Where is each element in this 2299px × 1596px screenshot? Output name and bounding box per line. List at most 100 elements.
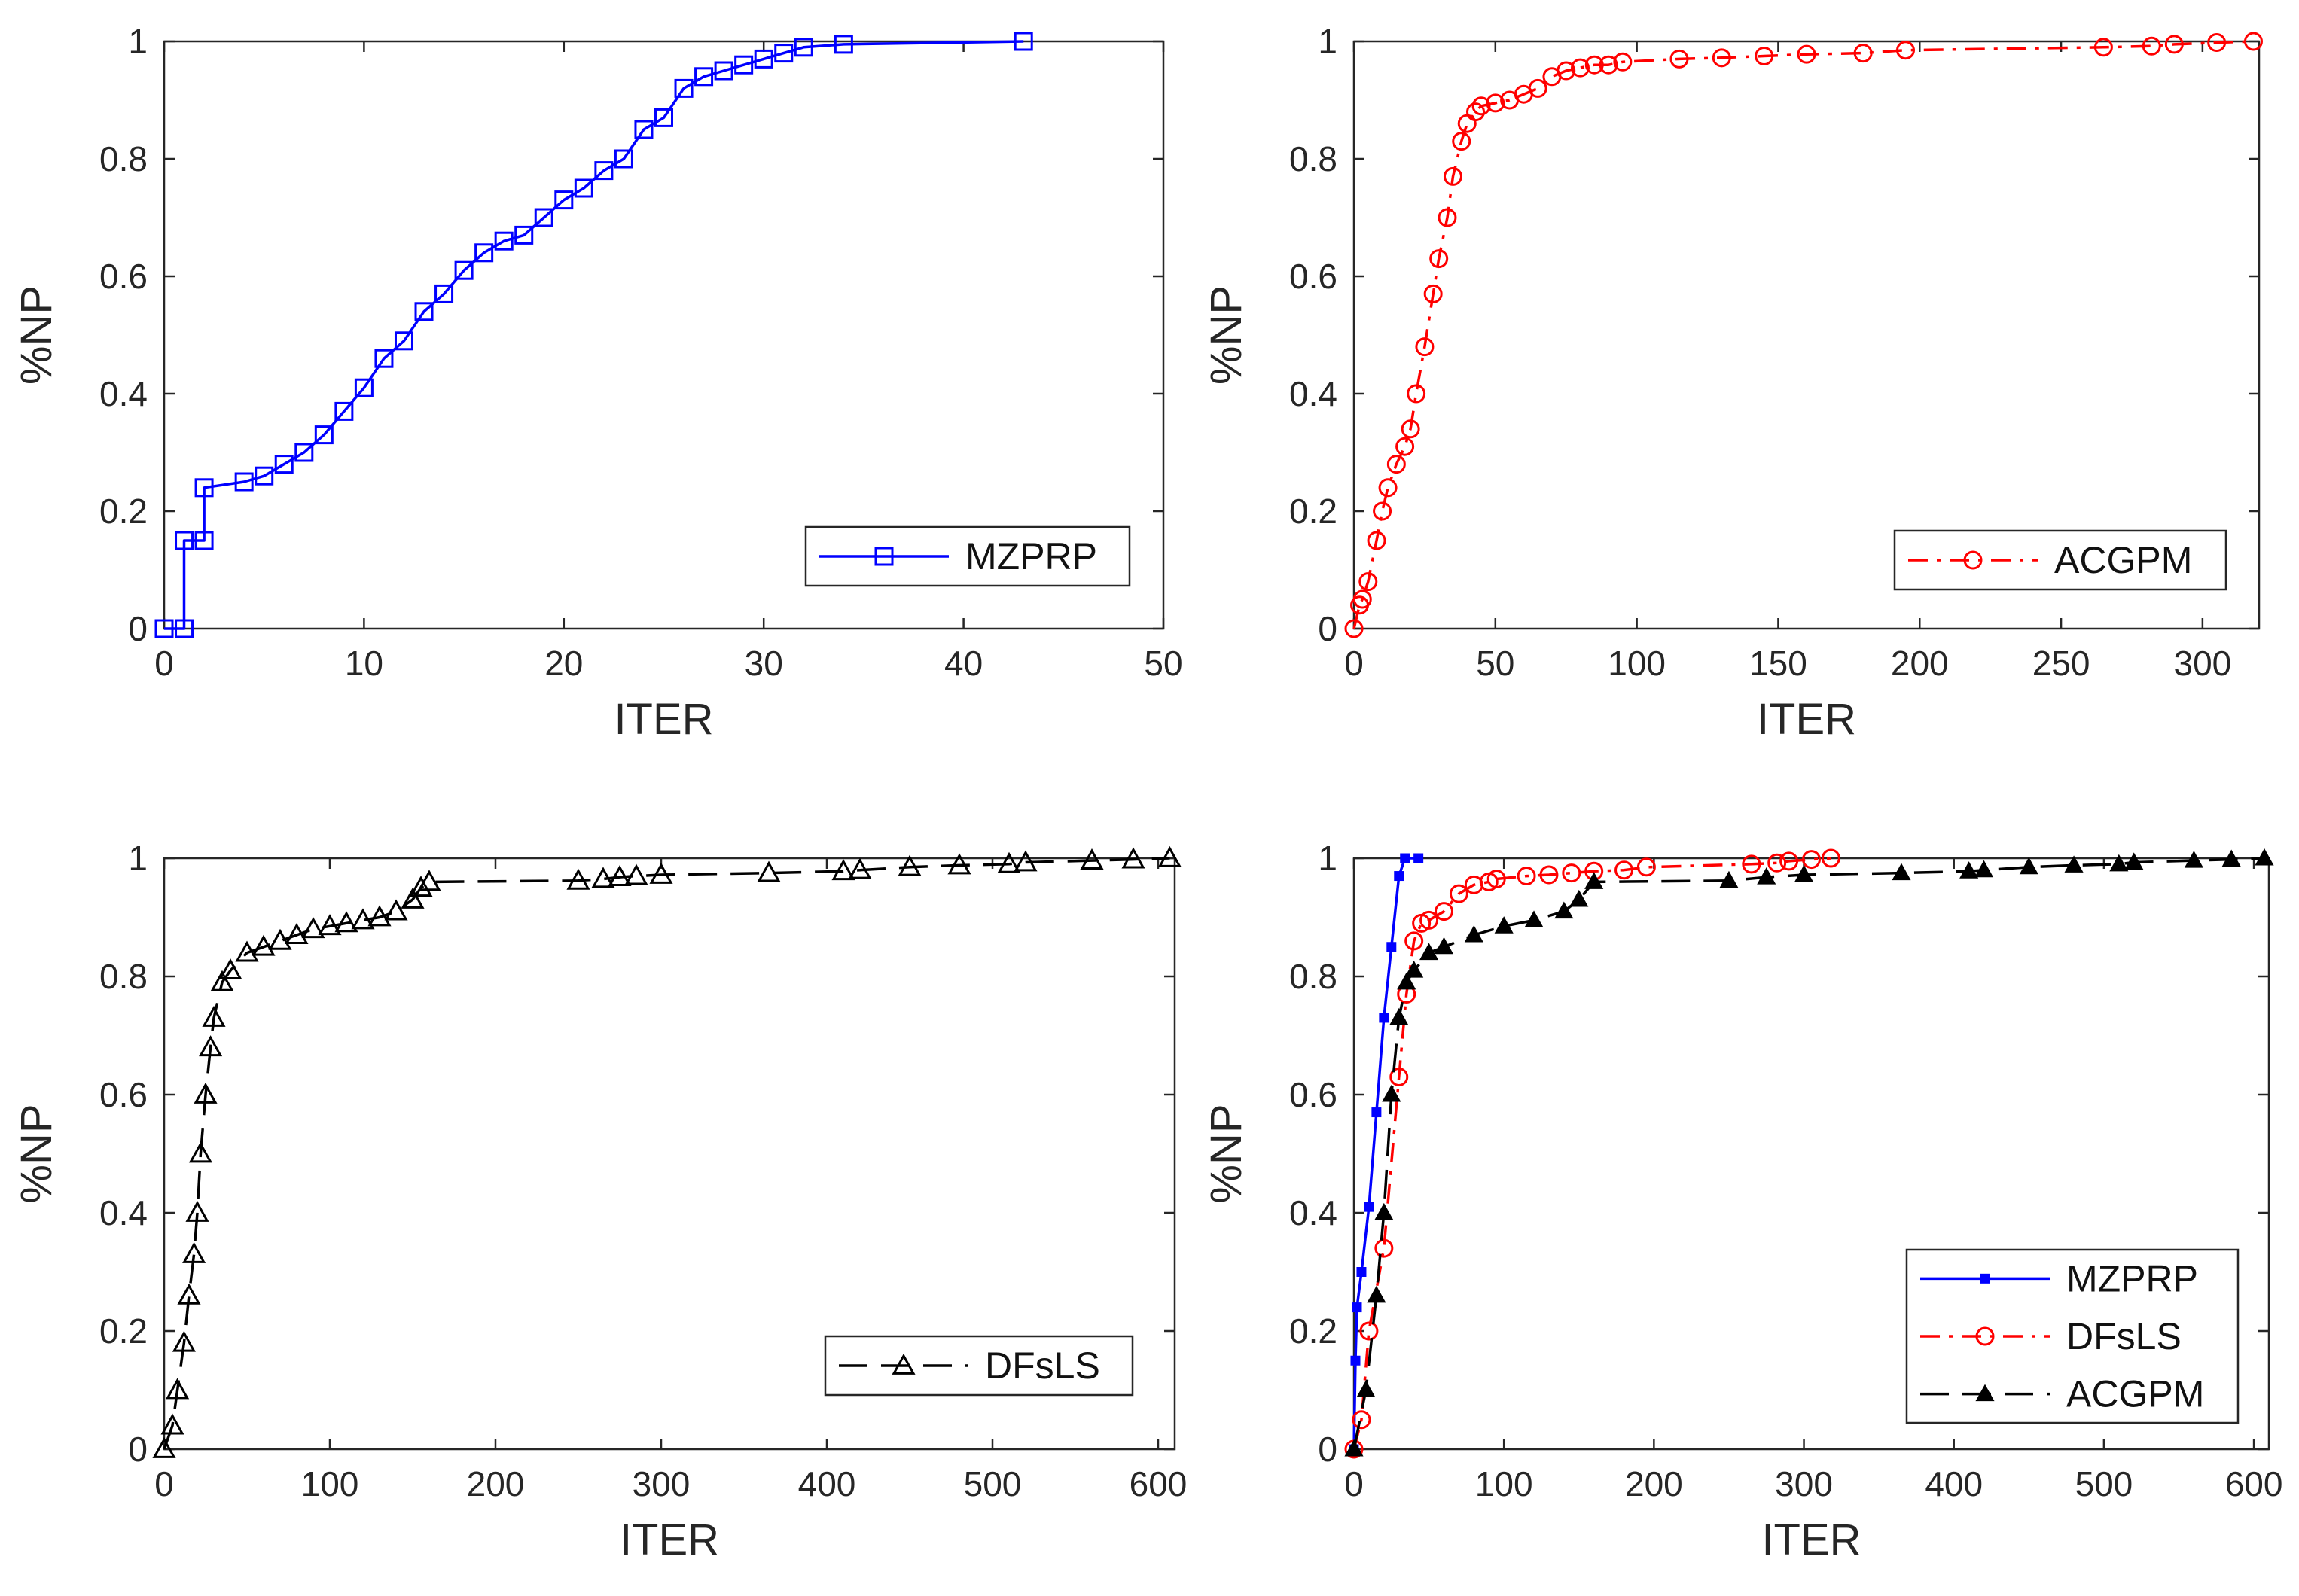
data-point <box>175 619 194 638</box>
y-tick-label: 0.2 <box>1289 1311 1337 1351</box>
data-point <box>1802 850 1821 870</box>
data-point <box>1466 102 1486 122</box>
data-point <box>2184 851 2203 868</box>
data-point <box>252 934 276 956</box>
data-point <box>1571 58 1590 78</box>
data-point <box>185 1200 209 1222</box>
data-point <box>1435 902 1454 921</box>
y-tick-label: 0 <box>128 609 148 648</box>
data-point <box>757 860 781 882</box>
data-point <box>754 49 773 69</box>
chart-panel-top-left: 0 10 20 30 40 50 0 0.2 0.4 0.6 0.8 1 ITER %NP MZPRP <box>12 22 1183 744</box>
data-point <box>1352 1302 1362 1313</box>
data-point <box>1959 861 1979 879</box>
legend-label: DFsLS <box>2066 1315 2182 1357</box>
data-point <box>898 854 922 876</box>
data-point <box>1528 78 1547 98</box>
x-tick-label: 0 <box>1344 644 1364 683</box>
x-tick-label: 150 <box>1749 644 1807 683</box>
y-tick-label: 0.8 <box>1289 957 1337 996</box>
data-point <box>1821 848 1840 868</box>
data-point <box>1359 1321 1379 1341</box>
legend-box <box>824 1335 1134 1396</box>
data-point <box>1367 531 1386 550</box>
data-point <box>2019 857 2038 875</box>
y-tick-label: 0.2 <box>99 492 148 531</box>
data-point <box>654 108 673 127</box>
data-point <box>374 349 394 368</box>
data-point <box>2124 852 2144 870</box>
data-point <box>334 911 358 933</box>
data-point <box>947 853 971 875</box>
data-point <box>674 78 694 98</box>
y-tick-label: 0.8 <box>99 957 148 996</box>
data-point <box>1404 931 1424 951</box>
x-tick-label: 250 <box>2032 644 2090 683</box>
x-tick-label: 600 <box>2225 1464 2283 1503</box>
data-point <box>1895 41 1915 60</box>
data-point <box>1755 47 1774 65</box>
data-point <box>474 243 494 263</box>
data-point <box>514 225 534 245</box>
y-tick-label: 0 <box>128 1430 148 1469</box>
data-point <box>1401 419 1420 439</box>
x-tick-label: 500 <box>2075 1464 2133 1503</box>
data-point <box>175 531 194 550</box>
data-point <box>194 531 214 550</box>
data-point <box>1358 572 1378 592</box>
x-tick-label: 300 <box>2174 644 2232 683</box>
data-point <box>2243 32 2263 51</box>
data-point <box>1719 870 1739 888</box>
y-tick-label: 0 <box>1318 609 1337 648</box>
data-point <box>1452 132 1471 151</box>
data-point <box>1386 455 1406 474</box>
data-point <box>202 1005 226 1027</box>
data-point <box>1014 850 1038 872</box>
data-point <box>255 466 274 486</box>
y-tick-label: 0 <box>1318 1430 1337 1469</box>
data-point <box>1443 166 1462 186</box>
legend-marker <box>1980 1273 1990 1284</box>
data-point <box>1486 93 1505 113</box>
legend-marker <box>892 1353 916 1375</box>
data-point <box>1379 1013 1389 1023</box>
x-tick-label: 400 <box>1925 1464 1983 1503</box>
data-point <box>1404 961 1424 978</box>
legend: DFsLS <box>824 1335 1134 1396</box>
data-point <box>401 887 425 909</box>
data-point <box>1382 1084 1401 1102</box>
data-point <box>649 862 673 884</box>
legend-marker <box>1963 550 1983 570</box>
x-tick-label: 600 <box>1130 1464 1188 1503</box>
data-point <box>194 1082 218 1104</box>
data-point <box>554 190 574 210</box>
data-point <box>1742 854 1761 874</box>
data-point <box>1584 872 1604 889</box>
data-point <box>318 914 342 936</box>
data-point <box>1614 860 1634 880</box>
data-point <box>1562 863 1581 883</box>
data-point <box>394 331 413 351</box>
data-point <box>1397 972 1416 990</box>
data-point <box>1524 910 1544 927</box>
x-tick-label: 300 <box>633 1464 691 1503</box>
data-point <box>624 863 648 885</box>
data-point <box>417 870 441 891</box>
data-point <box>634 120 654 139</box>
x-tick-label: 0 <box>1344 1464 1364 1503</box>
y-tick-label: 1 <box>128 22 148 61</box>
data-point <box>714 61 733 81</box>
data-point <box>1014 32 1033 51</box>
x-tick-label: 50 <box>1476 644 1514 683</box>
y-tick-label: 0.2 <box>99 1311 148 1351</box>
data-point <box>1423 284 1443 303</box>
data-point <box>354 378 374 397</box>
y-tick-label: 0.8 <box>99 139 148 178</box>
x-tick-label: 40 <box>944 644 983 683</box>
data-point <box>1400 853 1410 863</box>
data-point <box>166 1378 190 1400</box>
x-tick-label: 10 <box>345 644 383 683</box>
data-point <box>848 857 872 879</box>
data-point <box>1371 1107 1382 1118</box>
data-point <box>2164 35 2184 54</box>
